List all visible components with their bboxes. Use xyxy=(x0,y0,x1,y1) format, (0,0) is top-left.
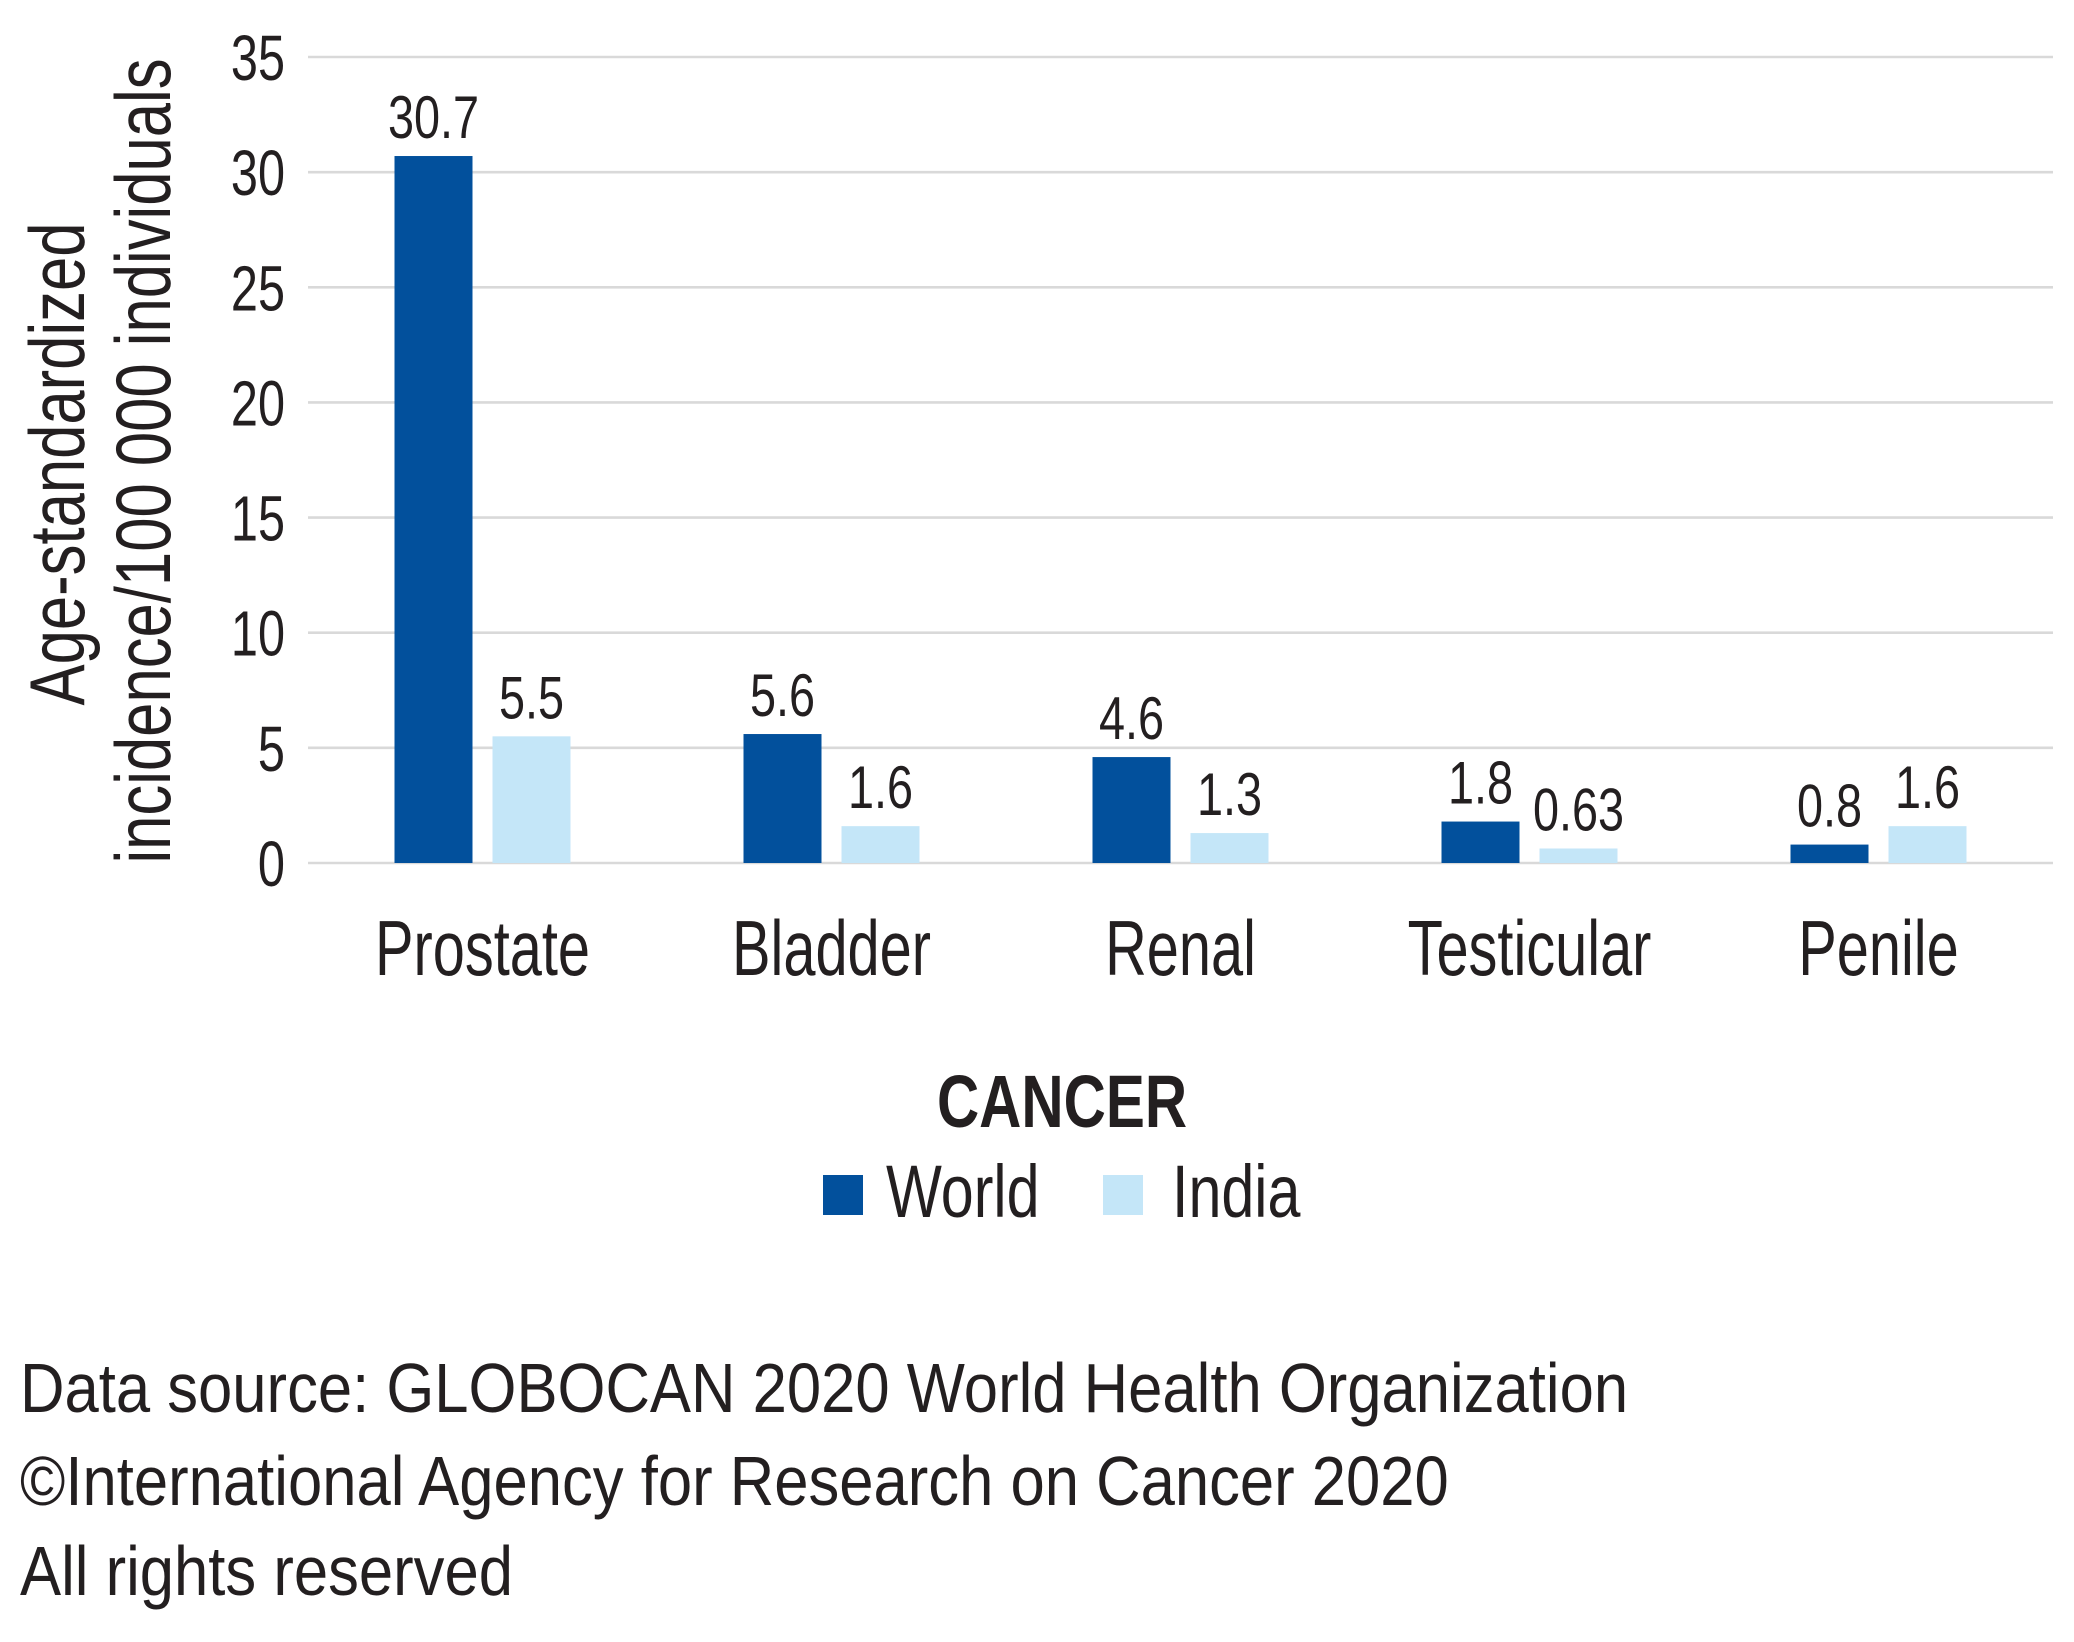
bars xyxy=(394,156,1967,864)
data-label-india-penile: 1.6 xyxy=(1895,754,1960,821)
data-labels: 30.7 5.5 5.6 1.6 4.6 1.3 1.8 0.63 0.8 1.6 xyxy=(388,84,1960,843)
legend-swatch-world xyxy=(823,1175,863,1215)
bar-india-renal xyxy=(1190,833,1269,863)
data-label-world-testicular: 1.8 xyxy=(1448,750,1513,817)
source-note: Data source: GLOBOCAN 2020 World Health … xyxy=(20,1349,1628,1610)
data-label-india-bladder: 1.6 xyxy=(848,754,913,821)
y-tick-label-5: 5 xyxy=(258,713,285,785)
bar-india-testicular xyxy=(1539,848,1618,863)
data-label-world-bladder: 5.6 xyxy=(750,662,815,729)
bar-world-penile xyxy=(1790,844,1869,863)
data-label-india-prostate: 5.5 xyxy=(499,664,564,731)
bar-india-prostate xyxy=(492,736,571,863)
category-label-bladder: Bladder xyxy=(732,904,931,992)
y-tick-label-10: 10 xyxy=(231,598,285,670)
data-label-world-renal: 4.6 xyxy=(1099,685,1164,752)
y-tick-labels: 0 5 10 15 20 25 30 35 xyxy=(231,22,285,900)
data-label-india-renal: 1.3 xyxy=(1197,761,1262,828)
y-axis-title-line-1: Age-standardized xyxy=(13,222,101,705)
legend-label-world: World xyxy=(886,1150,1040,1233)
data-label-india-testicular: 0.63 xyxy=(1533,776,1624,843)
category-label-testicular: Testicular xyxy=(1408,904,1652,992)
y-tick-label-20: 20 xyxy=(231,367,285,439)
bar-india-bladder xyxy=(841,826,920,863)
data-label-world-penile: 0.8 xyxy=(1797,773,1862,840)
y-tick-label-25: 25 xyxy=(231,252,285,324)
y-axis-title: Age-standardized incidence/100 000 indiv… xyxy=(13,58,187,863)
legend-label-india: India xyxy=(1172,1150,1301,1233)
y-tick-label-0: 0 xyxy=(258,828,285,900)
y-axis-title-line-2: incidence/100 000 individuals xyxy=(99,58,187,863)
legend-swatch-india xyxy=(1103,1175,1143,1215)
x-axis-title: CANCER xyxy=(937,1060,1187,1143)
y-tick-label-15: 15 xyxy=(231,483,285,555)
y-tick-label-30: 30 xyxy=(231,137,285,209)
bar-india-penile xyxy=(1888,826,1967,863)
gridlines xyxy=(308,55,2053,865)
source-note-line-2: ©International Agency for Research on Ca… xyxy=(20,1442,1449,1520)
source-note-line-3: All rights reserved xyxy=(20,1532,513,1610)
category-label-penile: Penile xyxy=(1798,904,1959,992)
legend-item-world: World xyxy=(823,1150,1040,1233)
category-label-prostate: Prostate xyxy=(375,904,590,992)
bar-world-prostate xyxy=(394,156,473,864)
bar-world-bladder xyxy=(743,734,822,863)
data-label-world-prostate: 30.7 xyxy=(388,84,479,151)
category-labels: Prostate Bladder Renal Testicular Penile xyxy=(375,904,1959,992)
legend-item-india: India xyxy=(1103,1150,1301,1233)
source-note-line-1: Data source: GLOBOCAN 2020 World Health … xyxy=(20,1349,1628,1427)
y-tick-label-35: 35 xyxy=(231,22,285,94)
bar-world-testicular xyxy=(1441,821,1520,863)
category-label-renal: Renal xyxy=(1105,904,1256,992)
bar-world-renal xyxy=(1092,757,1171,863)
legend: World India xyxy=(823,1150,1301,1233)
